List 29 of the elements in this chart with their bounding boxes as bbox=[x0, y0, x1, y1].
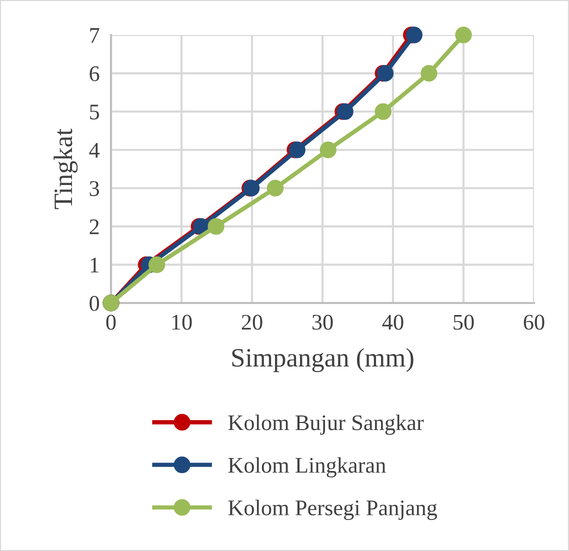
x-tick-label: 10 bbox=[172, 314, 192, 330]
y-tick-label: 3 bbox=[90, 181, 100, 196]
y-tick-label: 6 bbox=[90, 66, 100, 82]
point bbox=[455, 26, 472, 44]
point bbox=[148, 256, 166, 274]
x-tick-label: 50 bbox=[454, 314, 474, 330]
point bbox=[266, 180, 284, 196]
x-tick-label: 0 bbox=[106, 314, 116, 330]
point bbox=[374, 103, 392, 120]
point bbox=[420, 64, 438, 82]
legend-label: Kolom Persegi Panjang bbox=[228, 500, 438, 520]
y-tick-label: 1 bbox=[90, 258, 99, 272]
y-tick-label: 7 bbox=[90, 28, 100, 43]
legend-label: Kolom Lingkaran bbox=[228, 457, 386, 478]
x-tick-label: 20 bbox=[242, 314, 262, 330]
x-tick-label: 30 bbox=[312, 314, 333, 330]
x-axis-title: Simpangan (mm) bbox=[232, 348, 414, 372]
legend-label: Kolom Bujur Sangkar bbox=[228, 414, 424, 435]
y-axis-title: Tingkat bbox=[54, 128, 78, 210]
y-tick-label: 5 bbox=[90, 104, 100, 120]
x-tick-label: 60 bbox=[524, 314, 544, 330]
point bbox=[208, 218, 224, 235]
point bbox=[406, 26, 422, 44]
y-tick-label: 0 bbox=[90, 296, 100, 311]
point bbox=[320, 142, 336, 158]
y-tick-label: 2 bbox=[90, 219, 99, 234]
x-tick-label: 40 bbox=[382, 314, 404, 330]
y-tick-label: 4 bbox=[89, 142, 100, 158]
point bbox=[376, 64, 394, 82]
